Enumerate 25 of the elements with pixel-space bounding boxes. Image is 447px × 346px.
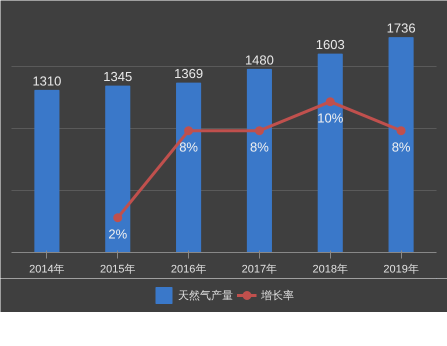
x-tick-label: 2019年 bbox=[383, 264, 419, 276]
data-label: 8% bbox=[179, 140, 198, 155]
data-label: 1310 bbox=[32, 73, 62, 88]
bar bbox=[176, 82, 202, 252]
data-label: 1369 bbox=[174, 66, 204, 82]
data-label: 8% bbox=[392, 140, 411, 155]
data-label: 8% bbox=[250, 140, 270, 155]
data-label: 2% bbox=[108, 226, 128, 242]
x-tick-label: 2014年 bbox=[29, 264, 65, 276]
data-label: 1736 bbox=[386, 20, 416, 36]
x-tick-label: 2015年 bbox=[100, 264, 136, 276]
x-tick-label: 2018年 bbox=[312, 264, 348, 276]
data-label: 1345 bbox=[103, 69, 132, 84]
legend-label: 天然气产量 bbox=[178, 288, 233, 302]
legend-label: 增长率 bbox=[261, 288, 294, 302]
data-label: 10% bbox=[317, 110, 344, 126]
x-tick-label: 2016年 bbox=[170, 264, 206, 276]
bar bbox=[388, 37, 414, 252]
data-label: 1603 bbox=[316, 37, 345, 52]
bar bbox=[318, 54, 343, 252]
bar bbox=[34, 90, 60, 252]
data-label: 1480 bbox=[244, 52, 274, 68]
x-tick-label: 2017年 bbox=[242, 264, 278, 276]
bar bbox=[105, 86, 130, 252]
bar bbox=[246, 68, 272, 252]
